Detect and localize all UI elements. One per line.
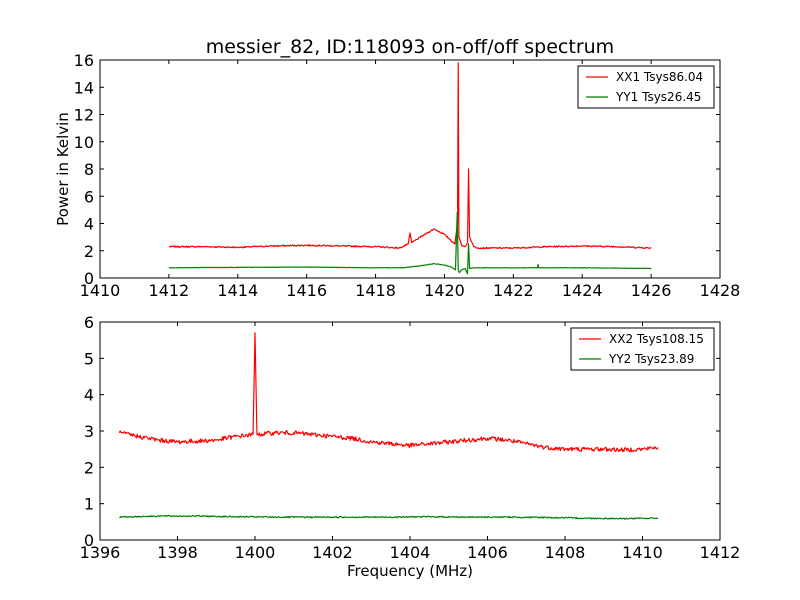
bottom-y-tick-label: 3 [84,422,94,441]
top-y-tick-label: 16 [74,51,94,70]
bottom-x-tick-label: 1412 [700,543,741,562]
top-chart-title: messier_82, ID:118093 on-off/off spectru… [206,36,614,58]
bottom-x-tick-label: 1396 [80,543,121,562]
bottom-y-tick-label: 0 [84,531,94,550]
bottom-legend-label: XX2 Tsys108.15 [609,332,704,346]
top-y-tick-label: 4 [84,215,94,234]
bottom-x-tick-label: 1398 [157,543,198,562]
top-x-tick-label: 1422 [493,281,534,300]
bottom-legend-label: YY2 Tsys23.89 [608,352,694,366]
top-legend-label: YY1 Tsys26.45 [615,90,701,104]
bottom-x-tick-label: 1402 [312,543,353,562]
top-x-tick-label: 1418 [355,281,396,300]
top-y-tick-label: 8 [84,160,94,179]
top-x-tick-label: 1424 [562,281,603,300]
bottom-series-line-yy2 [119,514,659,520]
top-y-tick-label: 10 [74,133,94,152]
top-y-tick-label: 12 [74,106,94,125]
top-x-tick-label: 1420 [424,281,465,300]
bottom-x-tick-label: 1408 [545,543,586,562]
top-y-tick-label: 6 [84,187,94,206]
bottom-legend: XX2 Tsys108.15 YY2 Tsys23.89 [570,327,715,371]
bottom-y-tick-label: 2 [84,458,94,477]
bottom-y-tick-label: 1 [84,495,94,514]
top-y-tick-label: 14 [74,78,94,97]
bottom-series-line-xx2 [118,332,659,453]
top-x-tick-label: 1426 [631,281,672,300]
bottom-x-tick-label: 1400 [235,543,276,562]
top-legend-label: XX1 Tsys86.04 [616,70,703,84]
bottom-x-axis-label: Frequency (MHz) [347,562,473,580]
top-series-line-xx1 [168,62,652,250]
top-y-tick-label: 0 [84,269,94,288]
bottom-panel: Frequency (MHz) 1396 1398 1400 1402 1404 1406… [80,313,741,580]
top-panel: messier_82, ID:118093 on-off/off spectru… [54,36,740,300]
top-x-tick-label: 1410 [80,281,121,300]
bottom-x-tick-label: 1404 [390,543,431,562]
top-x-tick-label: 1414 [217,281,258,300]
bottom-x-tick-label: 1410 [622,543,663,562]
top-x-tick-label: 1412 [149,281,190,300]
bottom-y-tick-label: 4 [84,386,94,405]
top-series-line-yy1 [168,212,652,275]
top-x-tick-label: 1416 [286,281,327,300]
top-y-axis-label: Power in Kelvin [54,112,72,226]
bottom-legend-box [570,327,715,371]
top-x-tick-label: 1428 [700,281,741,300]
top-legend-box [577,65,715,109]
bottom-x-tick-label: 1406 [467,543,508,562]
bottom-y-tick-label: 6 [84,313,94,332]
bottom-y-tick-label: 5 [84,349,94,368]
top-legend: XX1 Tsys86.04 YY1 Tsys26.45 [577,65,715,109]
top-y-tick-label: 2 [84,242,94,261]
